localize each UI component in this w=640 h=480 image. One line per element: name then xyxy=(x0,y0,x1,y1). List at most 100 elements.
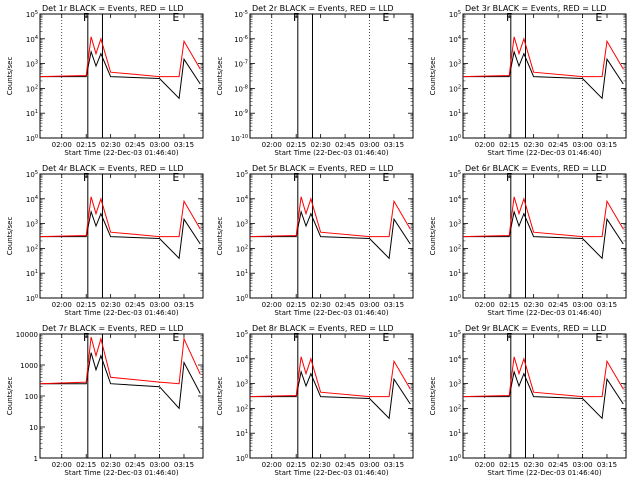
y-tick-label: 104 xyxy=(236,195,248,204)
events-series-line xyxy=(40,352,201,410)
x-axis-label: Start Time (22-Dec-03 01:46:40) xyxy=(487,309,601,317)
y-tick-label: 103 xyxy=(449,220,461,229)
x-tick-label: 02:45 xyxy=(548,461,568,469)
events-series-line xyxy=(40,49,201,100)
x-tick-label: 02:30 xyxy=(101,301,121,309)
x-tick-label: 03:15 xyxy=(174,141,194,149)
flag-label-e: E xyxy=(172,331,179,344)
lld-series-line xyxy=(462,356,624,398)
lld-series-line xyxy=(249,196,411,238)
x-axis-label: Start Time (22-Dec-03 01:46:40) xyxy=(274,469,388,477)
x-tick-label: 03:00 xyxy=(359,461,379,469)
x-tick-label: 02:15 xyxy=(499,301,519,309)
y-tick-label: 102 xyxy=(236,244,248,253)
y-tick-label: 101 xyxy=(236,269,248,278)
x-tick-label: 02:45 xyxy=(125,301,145,309)
y-tick-label: 10-6 xyxy=(234,35,248,44)
events-series-line xyxy=(463,209,624,260)
y-tick-label: 10000 xyxy=(16,331,38,339)
plot-frame xyxy=(39,333,204,459)
y-tick-label: 103 xyxy=(449,380,461,389)
flag-label-e: E xyxy=(382,331,389,344)
detector-panel: Det 4r BLACK = Events, RED = LLD 02:00 02:… xyxy=(6,164,204,317)
x-tick-label: 03:15 xyxy=(384,141,404,149)
panel-title: Det 8r BLACK = Events, RED = LLD xyxy=(252,324,394,333)
flag-label-f: F xyxy=(83,171,89,184)
x-tick-label: 03:00 xyxy=(149,461,169,469)
y-tick-label: 100 xyxy=(449,454,461,463)
flag-label-e: E xyxy=(172,171,179,184)
x-axis-label: Start Time (22-Dec-03 01:46:40) xyxy=(274,149,388,157)
events-series-line xyxy=(250,209,411,260)
y-tick-label: 103 xyxy=(26,220,38,229)
x-tick-label: 02:00 xyxy=(475,461,495,469)
y-tick-label: 102 xyxy=(449,404,461,413)
lld-series-line xyxy=(249,356,411,398)
x-tick-label: 02:00 xyxy=(52,301,72,309)
y-tick-label: 102 xyxy=(236,404,248,413)
panel-title: Det 5r BLACK = Events, RED = LLD xyxy=(252,164,394,173)
y-tick-label: 105 xyxy=(449,170,461,179)
y-tick-label: 10-7 xyxy=(234,60,248,69)
x-tick-label: 02:45 xyxy=(335,301,355,309)
y-tick-label: 100 xyxy=(236,294,248,303)
y-tick-label: 104 xyxy=(449,195,461,204)
plot-frame xyxy=(249,13,414,139)
y-tick-label: 104 xyxy=(26,35,38,44)
y-tick-label: 100 xyxy=(449,134,461,143)
x-tick-label: 02:30 xyxy=(101,141,121,149)
events-series-line xyxy=(40,209,201,260)
flag-label-f: F xyxy=(83,11,89,24)
y-tick-label: 101 xyxy=(449,109,461,118)
events-series-line xyxy=(463,369,624,420)
detector-panel: Det 5r BLACK = Events, RED = LLD 02:00 02:… xyxy=(216,164,414,317)
x-tick-label: 02:30 xyxy=(524,141,544,149)
plot-frame xyxy=(249,173,414,299)
x-tick-label: 02:30 xyxy=(311,141,331,149)
y-tick-label: 100 xyxy=(26,134,38,143)
x-tick-label: 02:45 xyxy=(125,141,145,149)
x-tick-label: 03:15 xyxy=(597,461,617,469)
x-tick-label: 02:15 xyxy=(76,301,96,309)
y-tick-label: 100 xyxy=(236,454,248,463)
flag-label-f: F xyxy=(293,11,299,24)
x-tick-label: 03:00 xyxy=(149,301,169,309)
y-tick-label: 105 xyxy=(236,330,248,339)
x-tick-label: 02:15 xyxy=(499,461,519,469)
events-series-line xyxy=(250,369,411,420)
detector-panel: Det 6r BLACK = Events, RED = LLD 02:00 02:… xyxy=(429,164,627,317)
y-tick-label: 104 xyxy=(236,355,248,364)
detector-panel: Det 7r BLACK = Events, RED = LLD 02:00 02:… xyxy=(6,324,204,477)
x-tick-label: 03:00 xyxy=(359,141,379,149)
y-axis-label: Counts/sec xyxy=(429,377,437,416)
detector-panel: Det 1r BLACK = Events, RED = LLD 02:00 02:… xyxy=(6,4,204,157)
x-axis-label: Start Time (22-Dec-03 01:46:40) xyxy=(487,149,601,157)
x-tick-label: 02:45 xyxy=(335,461,355,469)
x-tick-label: 02:15 xyxy=(286,141,306,149)
x-axis-label: Start Time (22-Dec-03 01:46:40) xyxy=(64,309,178,317)
x-axis-label: Start Time (22-Dec-03 01:46:40) xyxy=(64,149,178,157)
x-tick-label: 02:45 xyxy=(548,141,568,149)
y-tick-label: 100 xyxy=(25,393,38,401)
x-tick-label: 02:00 xyxy=(475,141,495,149)
y-tick-label: 103 xyxy=(26,60,38,69)
x-tick-label: 02:45 xyxy=(125,461,145,469)
flag-label-f: F xyxy=(506,171,512,184)
y-tick-label: 100 xyxy=(26,294,38,303)
y-axis-label: Counts/sec xyxy=(216,377,224,416)
x-tick-label: 02:15 xyxy=(286,301,306,309)
plot-frame xyxy=(39,13,204,139)
x-tick-label: 03:00 xyxy=(149,141,169,149)
x-tick-label: 02:30 xyxy=(311,461,331,469)
flag-label-e: E xyxy=(595,331,602,344)
y-tick-label: 101 xyxy=(449,429,461,438)
lld-series-line xyxy=(39,336,201,385)
y-tick-label: 102 xyxy=(26,244,38,253)
flag-label-f: F xyxy=(293,171,299,184)
panel-title: Det 2r BLACK = Events, RED = LLD xyxy=(252,4,394,13)
y-tick-label: 105 xyxy=(449,10,461,19)
panel-title: Det 3r BLACK = Events, RED = LLD xyxy=(465,4,607,13)
y-tick-label: 102 xyxy=(26,84,38,93)
detector-panel: Det 3r BLACK = Events, RED = LLD 02:00 02:… xyxy=(429,4,627,157)
